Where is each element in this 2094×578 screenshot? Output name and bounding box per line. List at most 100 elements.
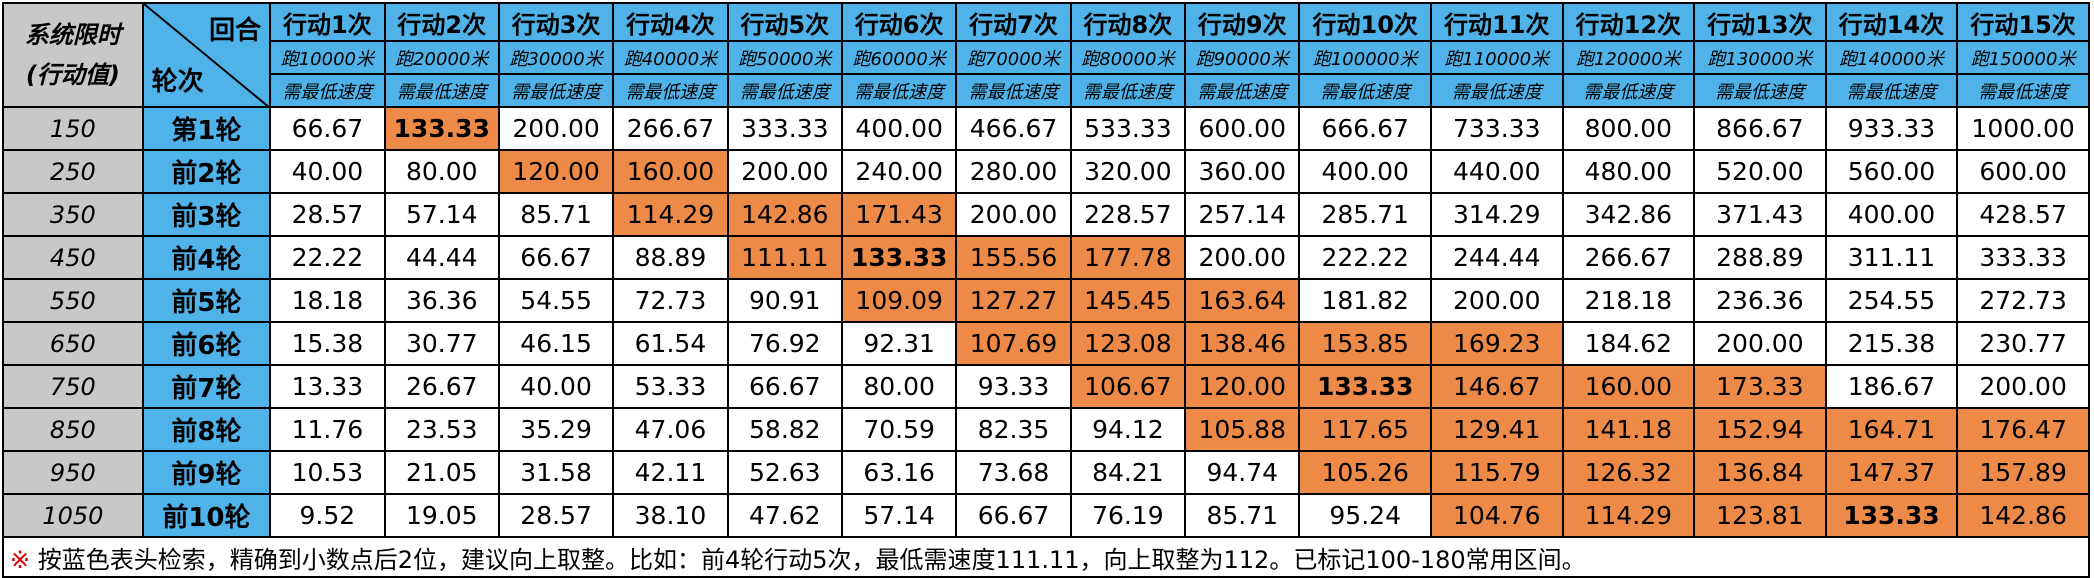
speed-cell: 76.19 bbox=[1069, 493, 1187, 538]
column-header-action: 行动14次 bbox=[1824, 2, 1959, 42]
column-header-action: 行动1次 bbox=[269, 2, 386, 42]
speed-cell: 600.00 bbox=[1184, 106, 1301, 151]
speed-cell: 53.33 bbox=[612, 364, 729, 409]
column-header-action: 行动6次 bbox=[840, 2, 958, 42]
speed-cell: 133.33 bbox=[1824, 493, 1959, 538]
column-header-min-speed: 需最低速度 bbox=[1693, 73, 1827, 108]
speed-cell: 105.26 bbox=[1298, 450, 1432, 495]
table-row: 750 前7轮 13.33 26.67 40.00 53.33 66.67 80.00 93.3… bbox=[2, 364, 2090, 409]
row-round-label: 第1轮 bbox=[141, 106, 272, 151]
speed-cell: 153.85 bbox=[1298, 321, 1432, 366]
column-header-min-speed: 需最低速度 bbox=[1069, 73, 1187, 108]
row-round-label: 前10轮 bbox=[141, 493, 272, 538]
speed-cell: 84.21 bbox=[1069, 450, 1187, 495]
speed-cell: 36.36 bbox=[383, 278, 500, 323]
speed-cell: 66.67 bbox=[497, 235, 615, 280]
table-row: 150 第1轮 66.67 133.33 200.00 266.67 333.33 400.0… bbox=[2, 106, 2090, 151]
speed-cell: 257.14 bbox=[1184, 192, 1301, 237]
column-header-min-speed: 需最低速度 bbox=[726, 73, 843, 108]
speed-cell: 266.67 bbox=[612, 106, 729, 151]
table-row: 550 前5轮 18.18 36.36 54.55 72.73 90.91 109.09 127… bbox=[2, 278, 2090, 323]
speed-cell: 200.00 bbox=[955, 192, 1072, 237]
speed-cell: 400.00 bbox=[1298, 149, 1432, 194]
table-row: 350 前3轮 28.57 57.14 85.71 114.29 142.86 171.43 2… bbox=[2, 192, 2090, 237]
speed-cell: 200.00 bbox=[1693, 321, 1827, 366]
column-header-distance: 跑20000米 bbox=[383, 40, 500, 75]
speed-cell: 142.86 bbox=[726, 192, 843, 237]
speed-cell: 72.73 bbox=[612, 278, 729, 323]
speed-cell: 76.92 bbox=[726, 321, 843, 366]
speed-cell: 333.33 bbox=[1956, 235, 2090, 280]
column-header-min-speed: 需最低速度 bbox=[1429, 73, 1564, 108]
speed-cell: 200.00 bbox=[1184, 235, 1301, 280]
speed-cell: 141.18 bbox=[1561, 407, 1696, 452]
column-header-distance: 跑80000米 bbox=[1069, 40, 1187, 75]
speed-cell: 142.86 bbox=[1956, 493, 2090, 538]
speed-cell: 600.00 bbox=[1956, 149, 2090, 194]
speed-cell: 200.00 bbox=[1956, 364, 2090, 409]
column-header-min-speed: 需最低速度 bbox=[1298, 73, 1432, 108]
row-round-label: 前3轮 bbox=[141, 192, 272, 237]
speed-cell: 133.33 bbox=[1298, 364, 1432, 409]
speed-cell: 80.00 bbox=[383, 149, 500, 194]
row-action-value: 450 bbox=[2, 235, 144, 280]
speed-cell: 104.76 bbox=[1429, 493, 1564, 538]
speed-cell: 311.11 bbox=[1824, 235, 1959, 280]
column-header-action: 行动5次 bbox=[726, 2, 843, 42]
corner-turn-label: 轮次 bbox=[151, 67, 204, 97]
speed-cell: 266.67 bbox=[1561, 235, 1696, 280]
speed-cell: 31.58 bbox=[497, 450, 615, 495]
speed-cell: 280.00 bbox=[955, 149, 1072, 194]
speed-cell: 173.33 bbox=[1693, 364, 1827, 409]
column-header-distance: 跑60000米 bbox=[840, 40, 958, 75]
column-header-action: 行动12次 bbox=[1561, 2, 1696, 42]
speed-cell: 92.31 bbox=[840, 321, 958, 366]
speed-cell: 254.55 bbox=[1824, 278, 1959, 323]
reference-mark-icon: ※ bbox=[10, 545, 31, 574]
speed-cell: 333.33 bbox=[726, 106, 843, 151]
row-round-label: 前5轮 bbox=[141, 278, 272, 323]
speed-cell: 440.00 bbox=[1429, 149, 1564, 194]
speed-cell: 66.67 bbox=[269, 106, 386, 151]
row-action-value: 350 bbox=[2, 192, 144, 237]
row-action-value: 950 bbox=[2, 450, 144, 495]
column-header-action: 行动3次 bbox=[497, 2, 615, 42]
row-round-label: 前9轮 bbox=[141, 450, 272, 495]
speed-cell: 109.09 bbox=[840, 278, 958, 323]
column-header-min-speed: 需最低速度 bbox=[840, 73, 958, 108]
corner-round-label: 回合 bbox=[209, 16, 262, 46]
table-row: 950 前9轮 10.53 21.05 31.58 42.11 52.63 63.16 73.6… bbox=[2, 450, 2090, 495]
row-action-value: 1050 bbox=[2, 493, 144, 538]
speed-cell: 88.89 bbox=[612, 235, 729, 280]
speed-cell: 70.59 bbox=[840, 407, 958, 452]
speed-cell: 105.88 bbox=[1184, 407, 1301, 452]
speed-cell: 13.33 bbox=[269, 364, 386, 409]
speed-cell: 480.00 bbox=[1561, 149, 1696, 194]
column-header-min-speed: 需最低速度 bbox=[1184, 73, 1301, 108]
speed-cell: 95.24 bbox=[1298, 493, 1432, 538]
column-header-action: 行动8次 bbox=[1069, 2, 1187, 42]
speed-cell: 28.57 bbox=[269, 192, 386, 237]
speed-cell: 520.00 bbox=[1693, 149, 1827, 194]
speed-cell: 184.62 bbox=[1561, 321, 1696, 366]
speed-cell: 285.71 bbox=[1298, 192, 1432, 237]
speed-cell: 560.00 bbox=[1824, 149, 1959, 194]
speed-cell: 733.33 bbox=[1429, 106, 1564, 151]
column-header-min-speed: 需最低速度 bbox=[269, 73, 386, 108]
speed-cell: 160.00 bbox=[612, 149, 729, 194]
speed-cell: 169.23 bbox=[1429, 321, 1564, 366]
speed-cell: 146.67 bbox=[1429, 364, 1564, 409]
speed-cell: 127.27 bbox=[955, 278, 1072, 323]
speed-cell: 177.78 bbox=[1069, 235, 1187, 280]
speed-cell: 117.65 bbox=[1298, 407, 1432, 452]
speed-cell: 126.32 bbox=[1561, 450, 1696, 495]
speed-cell: 371.43 bbox=[1693, 192, 1827, 237]
speed-cell: 66.67 bbox=[726, 364, 843, 409]
column-header-min-speed: 需最低速度 bbox=[955, 73, 1072, 108]
speed-cell: 47.62 bbox=[726, 493, 843, 538]
speed-cell: 23.53 bbox=[383, 407, 500, 452]
speed-cell: 186.67 bbox=[1824, 364, 1959, 409]
speed-cell: 163.64 bbox=[1184, 278, 1301, 323]
